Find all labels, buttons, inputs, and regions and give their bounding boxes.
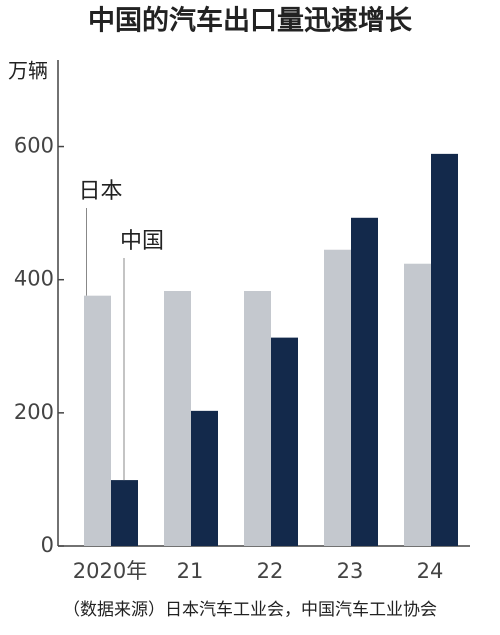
bar — [111, 480, 138, 546]
chart-title: 中国的汽车出口量迅速增长 — [88, 5, 413, 37]
x-tick-label: 24 — [417, 559, 444, 583]
source-note: （数据来源）日本汽车工业会，中国汽车工业协会 — [63, 600, 437, 620]
bar — [84, 295, 111, 546]
y-tick-label: 600 — [14, 134, 54, 158]
x-tick-label: 2020年 — [73, 559, 147, 583]
x-tick-label: 23 — [337, 559, 364, 583]
y-tick-label: 200 — [14, 400, 54, 424]
bar — [191, 410, 218, 546]
y-tick-label: 0 — [41, 533, 54, 557]
y-axis-label: 万辆 — [8, 59, 48, 83]
y-tick-label: 400 — [14, 267, 54, 291]
bar — [431, 153, 458, 547]
bar — [351, 217, 378, 546]
bar — [324, 249, 351, 546]
series-label: 日本 — [79, 179, 123, 204]
x-tick-label: 21 — [177, 559, 204, 583]
bar — [164, 291, 191, 546]
bar — [271, 337, 298, 546]
bar — [244, 291, 271, 546]
series-label: 中国 — [120, 229, 164, 254]
x-tick-label: 22 — [257, 559, 284, 583]
bar — [404, 263, 431, 546]
